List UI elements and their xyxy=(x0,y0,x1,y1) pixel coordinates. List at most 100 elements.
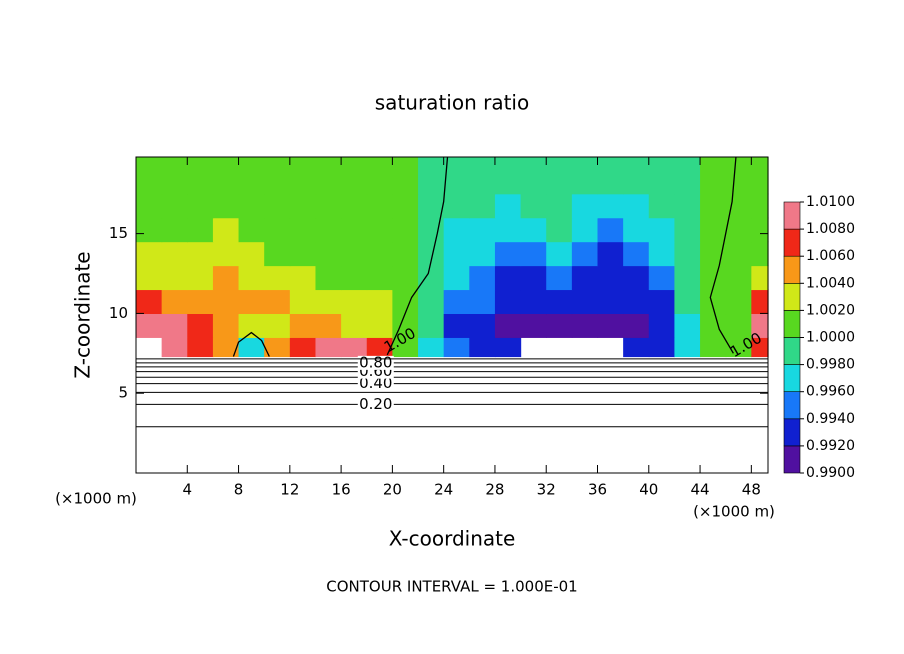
field-cell xyxy=(571,289,599,315)
field-cell xyxy=(494,313,522,338)
field-cell xyxy=(520,265,547,291)
field-cell xyxy=(187,265,214,291)
contour-line xyxy=(232,331,270,357)
field-cell xyxy=(366,337,393,358)
field-cell xyxy=(212,217,240,243)
field-cell xyxy=(238,217,265,243)
field-cell xyxy=(238,289,265,315)
colorbar-cell xyxy=(783,337,801,365)
y-tick-label: 10 xyxy=(109,304,128,322)
field-cell xyxy=(366,193,393,219)
field-cell xyxy=(366,157,393,195)
field-cell xyxy=(212,289,240,315)
field-cell xyxy=(469,289,496,315)
field-cell xyxy=(623,337,650,358)
field-cell xyxy=(187,337,214,358)
field-cell xyxy=(520,193,547,219)
field-cell xyxy=(341,265,368,291)
field-cell xyxy=(751,217,769,243)
field-cell xyxy=(751,337,769,358)
field-cell xyxy=(751,313,769,338)
field-cell xyxy=(238,193,265,219)
field-cell xyxy=(648,265,676,291)
field-cell xyxy=(751,157,769,195)
field-cell xyxy=(161,193,188,219)
field-cell xyxy=(571,217,599,243)
field-cell xyxy=(418,313,445,338)
field-cell xyxy=(674,193,701,219)
colorbar-tick-label: 0.9960 xyxy=(806,384,855,400)
colorbar-cell xyxy=(783,201,801,230)
x-unit-label: (×1000 m) xyxy=(693,503,775,521)
field-cell xyxy=(366,241,393,267)
field-cell xyxy=(161,241,188,267)
field-cell xyxy=(623,157,650,195)
field-cell xyxy=(418,265,445,291)
x-tick-label: 40 xyxy=(639,481,658,499)
field-cell xyxy=(161,337,188,358)
field-cell xyxy=(700,217,727,243)
field-cell xyxy=(289,241,317,267)
field-cell xyxy=(443,157,470,195)
field-cell xyxy=(623,265,650,291)
field-cell xyxy=(648,337,676,358)
field-cell xyxy=(494,289,522,315)
field-cell xyxy=(597,157,624,195)
field-cell xyxy=(264,265,291,291)
x-tick-label: 8 xyxy=(234,481,244,499)
field-cell xyxy=(315,337,342,358)
field-cell xyxy=(443,217,470,243)
field-cell xyxy=(161,313,188,338)
field-cell xyxy=(443,289,470,315)
field-cell xyxy=(623,217,650,243)
field-cell xyxy=(212,157,240,195)
field-cell xyxy=(469,217,496,243)
field-cell xyxy=(238,337,265,358)
x-tick-label: 20 xyxy=(383,481,402,499)
field-cell xyxy=(315,193,342,219)
field-cell xyxy=(571,265,599,291)
field-cell xyxy=(546,313,573,338)
field-cell xyxy=(264,313,291,338)
field-cell xyxy=(469,193,496,219)
colorbar-tick-label: 0.9980 xyxy=(806,357,855,373)
field-cell xyxy=(623,289,650,315)
x-tick-label: 32 xyxy=(537,481,556,499)
colorbar-tick-label: 1.0080 xyxy=(806,221,855,237)
field-cell xyxy=(341,157,368,195)
colorbar-cell xyxy=(783,228,801,257)
field-cell xyxy=(725,217,752,243)
field-cell xyxy=(700,337,727,358)
field-cell xyxy=(443,337,470,358)
x-axis-label: X-coordinate xyxy=(389,527,516,551)
field-cell xyxy=(597,289,624,315)
field-cell xyxy=(238,265,265,291)
contour-line xyxy=(386,156,449,356)
field-cell xyxy=(136,193,163,219)
field-cell xyxy=(289,313,317,338)
field-cell xyxy=(187,241,214,267)
contour-label: 0.20 xyxy=(359,395,392,413)
field-cell xyxy=(161,157,188,195)
colorbar-cell xyxy=(783,391,801,420)
field-cell xyxy=(494,241,522,267)
field-cell xyxy=(725,265,752,291)
field-cell xyxy=(469,157,496,195)
field-cell xyxy=(546,265,573,291)
y-axis-label: Z-coordinate xyxy=(71,251,95,378)
field-cell xyxy=(136,157,163,195)
field-cell xyxy=(418,193,445,219)
colorbar-cell xyxy=(783,364,801,393)
field-cell xyxy=(341,313,368,338)
field-cell xyxy=(264,241,291,267)
field-cell xyxy=(238,313,265,338)
field-cell xyxy=(392,337,419,358)
field-cell xyxy=(674,289,701,315)
x-tick-label: 12 xyxy=(280,481,299,499)
field-cell xyxy=(597,241,624,267)
field-cell xyxy=(674,217,701,243)
field-cell xyxy=(469,241,496,267)
contour-label-bg xyxy=(357,397,394,412)
field-cell xyxy=(674,337,701,358)
